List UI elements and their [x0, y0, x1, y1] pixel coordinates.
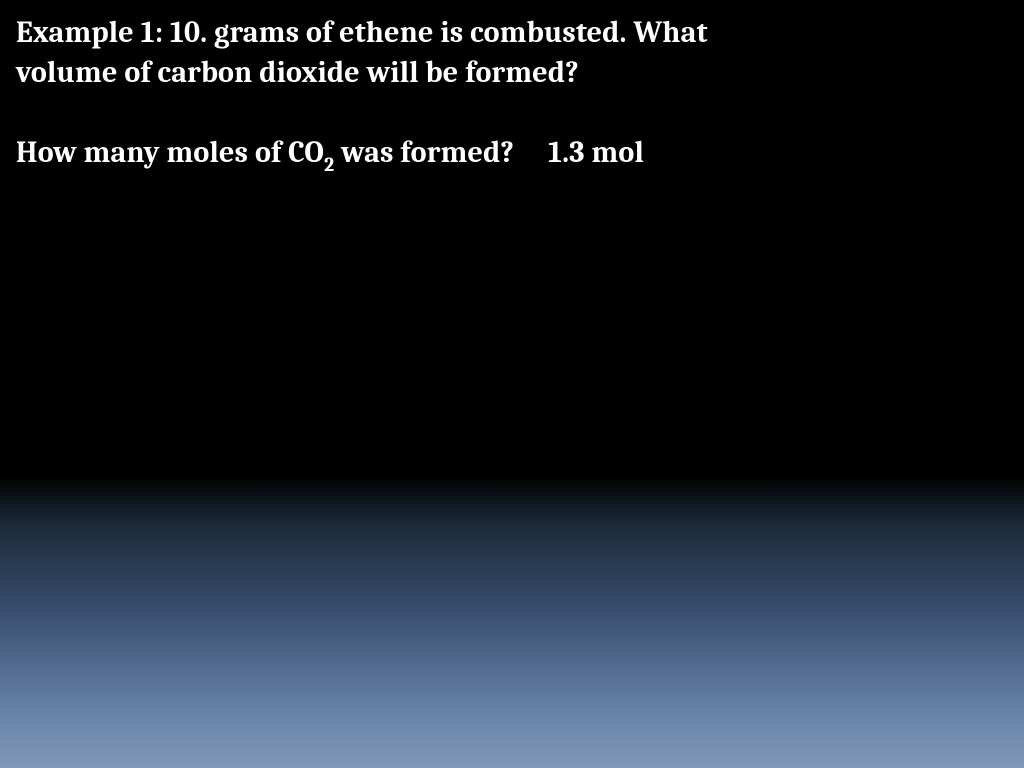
problem-line-2: volume of carbon dioxide will be formed? [16, 54, 1008, 92]
subscript-2: 2 [324, 153, 334, 176]
slide-content: Example 1: 10. grams of ethene is combus… [0, 0, 1024, 188]
question-row: How many moles of CO2 was formed? 1.3 mol [16, 135, 1008, 174]
answer-value: 1.3 mol [548, 135, 644, 170]
question-prefix: How many moles of CO [16, 135, 324, 170]
question-suffix: was formed? [334, 135, 514, 170]
problem-line-1: Example 1: 10. grams of ethene is combus… [16, 14, 1008, 52]
